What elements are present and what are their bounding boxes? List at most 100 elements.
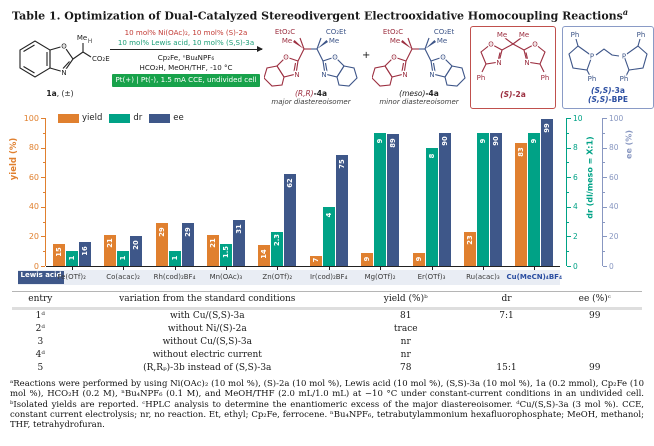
legend-swatch-ee (149, 113, 171, 123)
substrate-id: 1a (46, 89, 57, 98)
results-table: entry variation from the standard condit… (12, 291, 642, 375)
ee-axis-tick-label: 20 (609, 231, 619, 241)
ee-axis-tick (603, 221, 605, 223)
bar-ee-7 (387, 134, 400, 266)
y-axis-tick (43, 192, 45, 193)
y-axis-tick (41, 206, 45, 208)
cell-dr: 7:1 (499, 311, 514, 321)
atom-label-o: O (332, 54, 338, 62)
bar-dr-5 (271, 231, 284, 266)
x-category-label: Zn(OTf)₂ (262, 273, 293, 281)
ee-axis-tick (603, 132, 605, 134)
bar-yield-1 (52, 243, 65, 266)
table-row: 2ᵈ without Ni/(S)-2a trace (12, 323, 642, 336)
ligand-3a-structure: Ph Ph P P Ph Ph (568, 30, 648, 84)
bar-dr-6 (322, 206, 335, 266)
cell-variation: without Cu/(S,S)-3a (162, 337, 252, 347)
atom-label-ph: Ph (588, 75, 597, 82)
atom-label-p: P (590, 53, 594, 61)
x-axis-tick (174, 267, 176, 270)
product-minor-stereolabel: (meso) (399, 89, 426, 98)
ligand-3a-altname-stereolabel: (S,S) (588, 95, 609, 104)
bar-value-dr-9: 9 (478, 138, 487, 144)
ligand-3a-caption: (S,S)-3a (S,S)-BPE (563, 86, 653, 104)
x-category-label: Rh(cod)₂BF₄ (153, 273, 196, 281)
wedge-bond (401, 40, 412, 49)
x-category-label: Cu(MeCN)₄BF₄ (506, 273, 563, 281)
substrate-caption: 1a, (±) (10, 89, 110, 98)
cell-ee (547, 349, 642, 362)
cell-ee (547, 336, 642, 349)
ligand-3a-altname: -BPE (608, 95, 628, 104)
cell-dr (466, 349, 548, 362)
atom-label-o: O (440, 54, 446, 62)
cell-entry: 4ᵈ (35, 350, 45, 360)
x-category-label: Er(OTf)₃ (417, 273, 446, 281)
cell-dr: 15:1 (496, 363, 517, 373)
x-category-label: Mn(OAc)₃ (209, 273, 243, 281)
bar-value-yield-6: 7 (311, 257, 320, 263)
atom-label-me: Me (437, 37, 447, 45)
bar-dr-4 (219, 243, 232, 266)
table-title: Table 1. Optimization of Dual-Catalyzed … (0, 0, 654, 24)
bar-value-dr-4: 1.5 (221, 246, 230, 259)
table-row: 4ᵈ without electric current nr (12, 349, 642, 362)
dr-axis-tick (567, 132, 569, 134)
legend-label-dr: dr (133, 113, 143, 123)
product-minor-caption: (meso)-4a minor diastereoisomer (369, 89, 469, 106)
y-axis-tick (43, 221, 45, 223)
atom-label-n: N (402, 71, 407, 79)
atom-label-n: N (524, 59, 529, 67)
cell-variation: with Cu/(S,S)-3a (169, 311, 245, 321)
atom-label-p: P (622, 53, 626, 61)
atom-label-me: Me (282, 37, 292, 45)
atom-label-n: N (321, 71, 326, 79)
bar-dr-10 (528, 132, 541, 266)
reaction-conditions: 10 mol% Ni(OAc)₂, 10 mol% (S)-2a 10 mol%… (110, 28, 263, 87)
bar-yield-6 (309, 255, 322, 266)
ee-axis-tick (603, 177, 607, 179)
bar-value-yield-8: 9 (414, 256, 423, 262)
atom-label-n: N (496, 59, 501, 67)
bar-yield-9 (463, 231, 476, 266)
bar-dr-9 (476, 132, 489, 266)
product-major-caption: (R,R)-4a major diastereoisomer (261, 89, 361, 106)
y-axis-tick-label: 60 (28, 172, 39, 182)
atom-label-n: N (429, 71, 434, 79)
product-major-id: -4a (313, 89, 328, 98)
bar-dr-8 (425, 147, 438, 266)
atom-label-ph: Ph (620, 75, 629, 82)
ligand-2a-caption: (S)-2a (471, 90, 555, 99)
atom-label-me: Me (77, 34, 87, 42)
ligand-3a-stereolabel: (S,S) (591, 86, 612, 95)
x-axis-tick (71, 267, 73, 270)
ester-label-eto2c: EtO₂C (383, 28, 403, 36)
bar-ee-3 (181, 223, 194, 266)
bar-value-ee-7: 89 (389, 138, 398, 148)
wedge-bond (293, 40, 304, 49)
cell-dr (466, 323, 548, 336)
substrate-structure: O N Me H CO₂Et (19, 33, 110, 78)
bar-yield-8 (412, 252, 425, 266)
ee-axis-tick (603, 162, 605, 164)
y-axis-tick-label: 0 (33, 261, 39, 271)
x-axis-tick (534, 267, 536, 270)
product-major-stereolabel: (R,R) (294, 89, 314, 98)
ee-axis-tick (603, 147, 607, 149)
bar-value-dr-7: 9 (376, 138, 385, 144)
atom-label-o: O (283, 54, 289, 62)
condition-line-solvent: HCO₂H, MeOH/THF, -10 °C (139, 62, 233, 72)
atom-label-h: H (88, 39, 92, 45)
cell-yield: nr (400, 337, 411, 347)
header-ee: ee (%)ᶜ (547, 291, 642, 310)
y-axis-tick-label: 40 (28, 202, 39, 212)
atom-label-o: O (61, 43, 67, 51)
cell-dr (466, 336, 548, 349)
dr-axis-tick (567, 118, 571, 119)
dr-axis-tick (567, 266, 571, 267)
header-entry: entry (12, 291, 69, 310)
condition-line-catalyst: 10 mol% Ni(OAc)₂, 10 mol% (S)-2a (124, 28, 248, 37)
legend-swatch-dr (109, 113, 131, 123)
cell-entry: 5 (37, 363, 44, 373)
